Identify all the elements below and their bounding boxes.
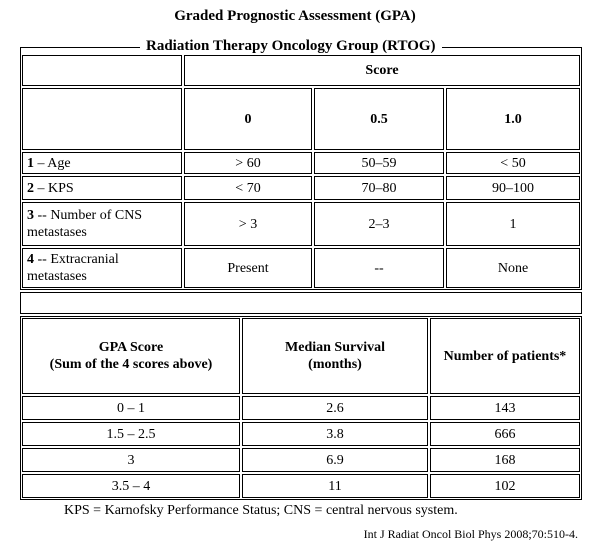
cell-text: 6.9 [326,452,344,468]
cell-text: 90–100 [492,180,534,196]
row-text: – Age [37,155,71,171]
cell-text: None [497,260,529,276]
survival-table-frame [20,316,582,500]
blank-cell [22,55,182,86]
cell-text: 143 [494,400,516,416]
cell: -- [314,248,444,288]
cell: 50–59 [314,152,444,174]
footnote: KPS = Karnofsky Performance Status; CNS … [64,503,458,518]
header-cell: Score [184,55,580,86]
column-header: Number of patients* [443,348,567,364]
cell: 70–80 [314,176,444,200]
cell-text: 0 – 1 [117,400,145,416]
row-number: 2 [27,180,34,196]
cell-text: 70–80 [361,180,397,196]
row-number: 4 [27,252,34,267]
cell-text: 168 [494,452,516,468]
cell: > 60 [184,152,312,174]
cell: 6.9 [242,448,428,472]
column-header: 0 [244,111,252,127]
title: Graded Prognostic Assessment (GPA) [174,8,416,24]
column-header: (months) [308,357,362,372]
header-cell: Number of patients* [430,318,580,394]
cell: 102 [430,474,580,498]
row-label: 2 – KPS [27,180,74,197]
spacer-row [20,292,582,314]
cell: 90–100 [446,176,580,200]
cell: > 3 [184,202,312,246]
cell-text: -- [374,260,384,276]
cell-text: 1 [509,216,517,232]
cell-text: > 3 [238,216,258,232]
cell: 168 [430,448,580,472]
cell-text: 2.6 [326,400,344,416]
cell-text: 3 [127,452,135,468]
row-number: 1 [27,155,34,171]
header-cell: Median Survival (months) [242,318,428,394]
cell-text: 50–59 [361,155,397,171]
cell-text: < 70 [235,180,261,196]
cell: 666 [430,422,580,446]
cell: 11 [242,474,428,498]
row-label-cell: 4 -- Extracranial metastases [22,248,182,288]
column-header: 0.5 [370,111,388,127]
cell-text: 1.5 – 2.5 [106,426,156,442]
cell: < 70 [184,176,312,200]
cell-text: 11 [328,478,342,494]
cell: 2–3 [314,202,444,246]
row-label-cell: 3 -- Number of CNS metastases [22,202,182,246]
cell-text: > 60 [235,155,261,171]
group-header: Score [365,63,399,78]
row-text: – KPS [37,180,74,196]
cell-text: 3.8 [326,426,344,442]
citation: Int J Radiat Oncol Biol Phys 2008;70:510… [363,527,578,541]
cell: 3 [22,448,240,472]
row-label: 3 -- Number of CNS metastases [27,207,177,241]
cell: Present [184,248,312,288]
column-header: (Sum of the 4 scores above) [49,357,213,372]
blank-cell [22,88,182,150]
cell-text: 3.5 – 4 [111,478,151,494]
header-cell: 0.5 [314,88,444,150]
row-number: 3 [27,208,34,223]
cell: 1 [446,202,580,246]
row-label: 4 -- Extracranial metastases [27,251,177,285]
row-text: -- Extracranial metastases [27,252,119,284]
row-label: 1 – Age [27,155,71,172]
row-label-cell: 1 – Age [22,152,182,174]
cell-text: 666 [494,426,516,442]
header-cell: GPA Score (Sum of the 4 scores above) [22,318,240,394]
column-header: GPA Score [98,340,164,355]
column-header: Median Survival [285,340,385,355]
header-cell: 0 [184,88,312,150]
cell: 3.5 – 4 [22,474,240,498]
row-text: -- Number of CNS metastases [27,208,143,240]
row-label-cell: 2 – KPS [22,176,182,200]
cell-text: < 50 [500,155,526,171]
column-header: 1.0 [504,111,522,127]
cell: < 50 [446,152,580,174]
cell: None [446,248,580,288]
cell-text: Present [227,260,269,276]
cell: 1.5 – 2.5 [22,422,240,446]
cell: 143 [430,396,580,420]
cell: 2.6 [242,396,428,420]
cell-text: 2–3 [368,216,390,232]
subtitle: Radiation Therapy Oncology Group (RTOG) [140,38,442,55]
cell: 0 – 1 [22,396,240,420]
header-cell: 1.0 [446,88,580,150]
cell: 3.8 [242,422,428,446]
cell-text: 102 [494,478,516,494]
